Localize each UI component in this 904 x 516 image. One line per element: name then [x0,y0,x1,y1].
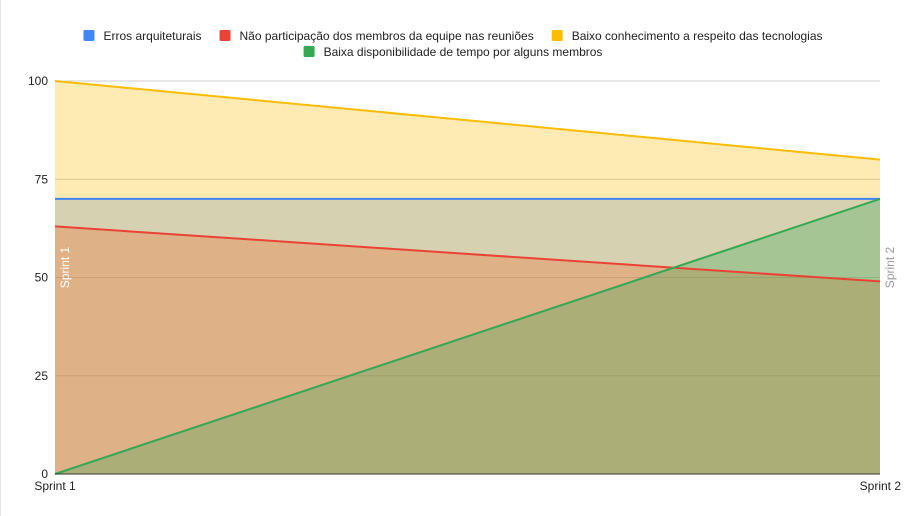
y-tick-label-1: 25 [35,369,49,383]
area-series-1 [55,226,880,474]
legend-swatch-0 [83,30,95,41]
legend-swatch-1 [219,30,231,41]
legend-swatch-2 [551,30,563,41]
annotation-label-0: Sprint 1 [58,246,72,288]
line-series-1 [54,225,881,283]
legend-label-3: Baixa disponibilidade de tempo por algun… [324,45,603,59]
x-tick-label-0: Sprint 1 [34,479,76,493]
annotations: Sprint 1 Sprint 2 [58,246,897,288]
legend-swatch-3 [303,46,315,57]
line-series-2 [54,80,881,161]
line-series-3 [54,197,881,475]
legend-label-0: Erros arquiteturais [103,29,201,43]
y-tick-label-4: 100 [28,74,48,88]
annotation-label-1: Sprint 2 [883,246,897,288]
y-tick-label-0: 0 [41,467,48,481]
legend-label-1: Não participação dos membros da equipe n… [240,29,534,43]
y-tick-label-3: 75 [35,172,49,186]
series-lines [54,80,881,475]
legend-label-2: Baixo conhecimento a respeito das tecnol… [572,29,823,43]
area-series-2 [55,81,880,474]
legend: Erros arquiteturais Não participação dos … [83,29,823,59]
axes: 0 25 50 75 100 Sprint 1 Sprint 2 [28,74,901,493]
x-tick-label-1: Sprint 2 [860,479,902,493]
gridlines [55,80,880,377]
y-tick-label-2: 50 [35,271,49,285]
